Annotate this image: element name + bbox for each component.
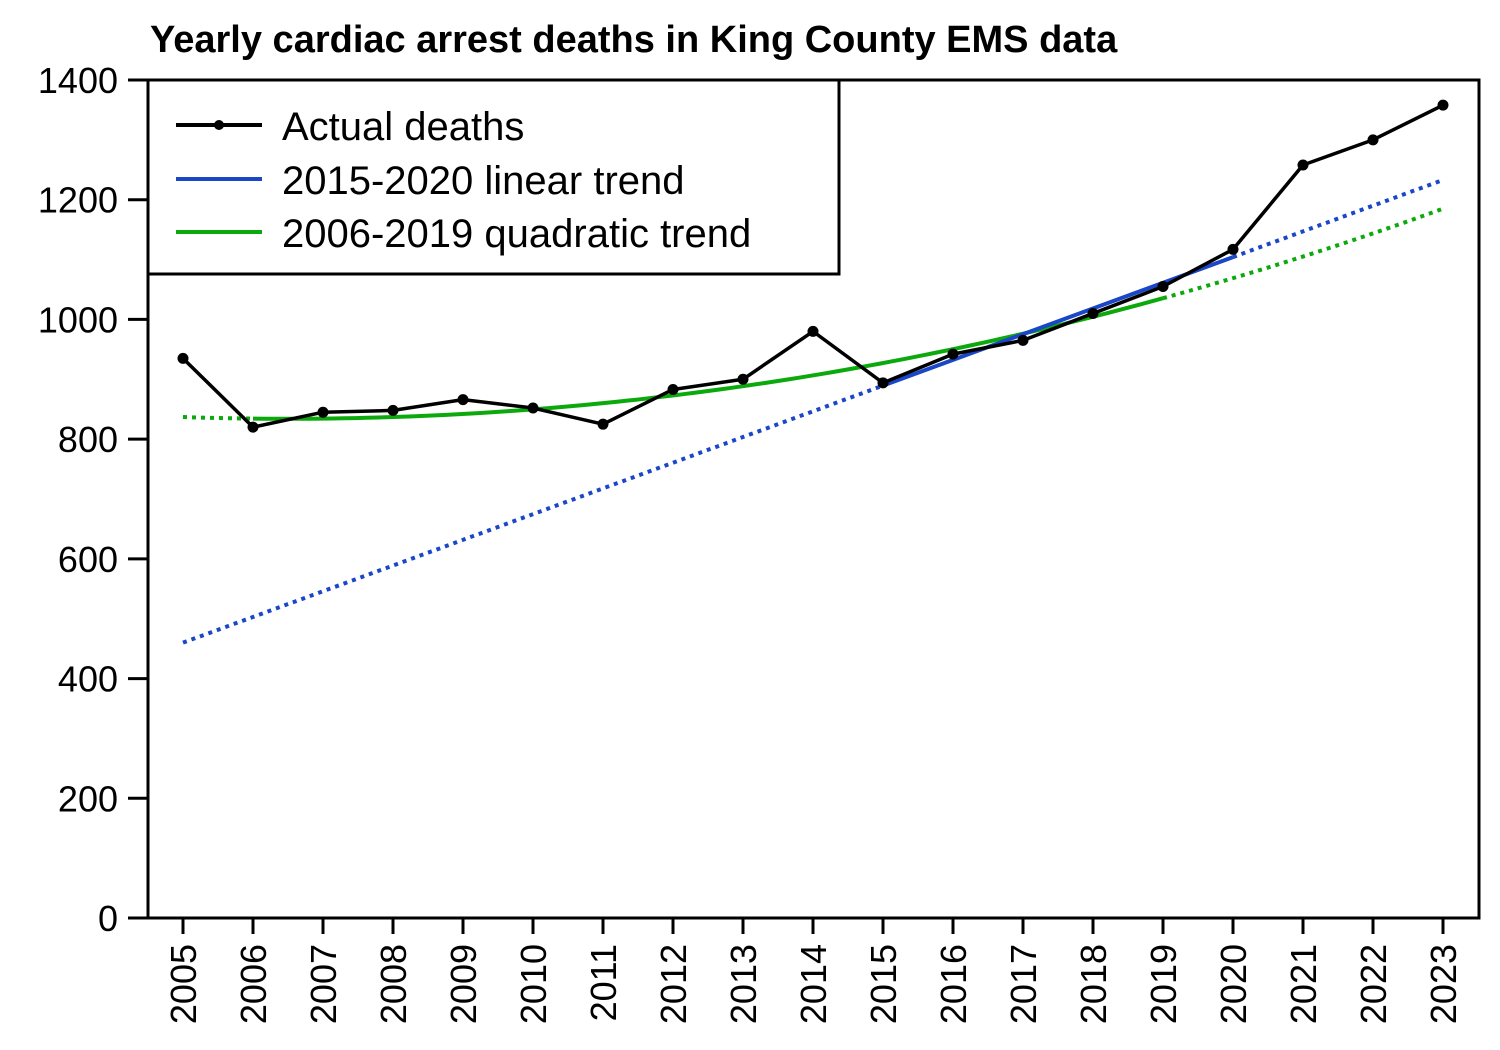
actual-deaths-point [1297,159,1309,171]
actual-deaths-point [807,325,819,337]
actual-deaths-point [317,406,329,418]
actual-deaths-point [1437,99,1449,111]
x-tick-label: 2013 [723,944,764,1024]
x-tick-label: 2018 [1073,944,1114,1024]
y-tick-label: 200 [58,778,118,819]
legend-marker-actual [214,120,224,130]
y-tick-label: 400 [58,659,118,700]
x-tick-label: 2011 [583,944,624,1021]
x-tick-label: 2010 [513,944,554,1024]
legend-label-actual: Actual deaths [282,105,524,149]
x-tick-label: 2009 [443,944,484,1024]
actual-deaths-point [387,404,399,416]
linear-trend-extrapolated-before [182,383,884,645]
actual-deaths-point [737,373,749,385]
y-tick-label: 1400 [38,60,118,101]
x-tick-label: 2008 [373,944,414,1024]
x-tick-label: 2023 [1423,944,1464,1024]
legend: Actual deaths 2015-2020 linear trend 200… [146,78,841,276]
y-tick-label: 800 [58,419,118,460]
x-tick-label: 2016 [933,944,974,1024]
y-axis: 0 200 400 600 800 1000 1200 1400 [38,60,148,939]
actual-deaths-point [1367,134,1379,146]
x-tick-label: 2019 [1143,944,1184,1024]
quadratic-trend-extrapolated-after [1162,206,1444,301]
x-tick-label: 2007 [303,944,344,1024]
actual-deaths-point [1157,281,1169,293]
quadratic-trend-extrapolated-before [182,415,254,421]
linear-trend-extrapolated-after [1232,178,1444,259]
legend-label-quadratic: 2006-2019 quadratic trend [282,212,751,256]
actual-deaths-point [1227,243,1239,255]
y-tick-label: 600 [58,539,118,580]
x-tick-label: 2015 [863,944,904,1024]
y-tick-label: 1200 [38,180,118,221]
x-tick-label: 2012 [653,944,694,1024]
x-tick-label: 2005 [163,944,204,1024]
x-axis: 2005 2006 2007 2008 2009 2010 2011 2012 2013 2014… [163,918,1464,1024]
actual-deaths-point [457,394,469,406]
x-tick-label: 2017 [1003,944,1044,1024]
legend-label-linear: 2015-2020 linear trend [282,159,685,203]
x-tick-label: 2022 [1353,944,1394,1024]
legend-box [146,78,841,276]
actual-deaths-point [527,402,539,414]
actual-deaths-point [877,377,889,389]
x-tick-label: 2020 [1213,944,1254,1024]
y-tick-label: 1000 [38,299,118,340]
actual-deaths-series [177,99,1449,433]
x-tick-label: 2006 [233,944,274,1024]
actual-deaths-point [177,352,189,364]
actual-deaths-point [1017,334,1029,346]
x-tick-label: 2021 [1283,944,1324,1024]
actual-deaths-point [667,383,679,395]
y-tick-label: 0 [98,898,118,939]
quadratic-trend-fit [252,296,1164,421]
actual-deaths-point [947,348,959,360]
actual-deaths-point [1087,307,1099,319]
actual-deaths-point [247,421,259,433]
actual-deaths-point [597,418,609,430]
chart-title: Yearly cardiac arrest deaths in King Cou… [150,19,1118,61]
x-tick-label: 2014 [793,944,834,1024]
